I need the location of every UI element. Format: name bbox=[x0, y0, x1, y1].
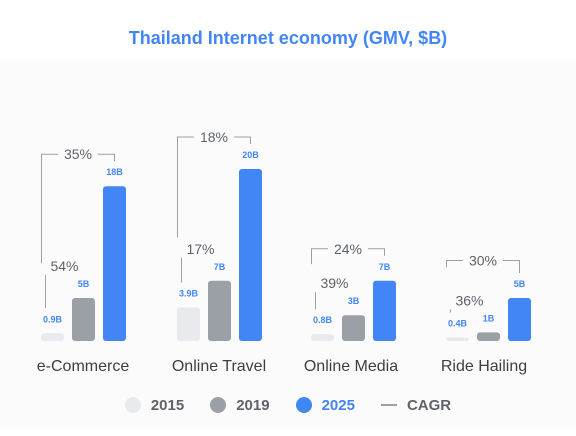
cagr-long-3-label-bg bbox=[463, 251, 503, 270]
legend-swatch-cagr bbox=[380, 404, 397, 406]
bar-2015-1 bbox=[177, 307, 200, 341]
cagr-long-0-label-bg bbox=[58, 145, 98, 164]
category-label-1: Online Travel bbox=[172, 358, 266, 375]
bar-2015-2 bbox=[311, 334, 334, 341]
chart-background bbox=[0, 60, 576, 428]
data-label-2025-0: 18B bbox=[106, 167, 123, 177]
cagr-short-0-label-bg bbox=[44, 257, 85, 275]
bar-2025-2 bbox=[373, 280, 396, 341]
data-label-2015-1: 3.9B bbox=[179, 288, 199, 298]
cagr-long-3-label: 30% bbox=[469, 253, 497, 269]
cagr-short-1-label-bg bbox=[180, 239, 221, 258]
cagr-short-3-label-bg bbox=[449, 291, 490, 310]
cagr-short-0-label: 54% bbox=[50, 258, 78, 274]
data-label-2025-2: 7B bbox=[379, 262, 391, 272]
data-label-2015-3: 0.4B bbox=[448, 319, 468, 329]
legend: 2015 2019 2025 CAGR bbox=[0, 392, 576, 418]
bar-2025-0 bbox=[103, 186, 126, 341]
category-label-3: Ride Hailing bbox=[441, 358, 527, 375]
bar-2019-2 bbox=[342, 315, 365, 341]
data-label-2015-0: 0.9B bbox=[43, 314, 63, 324]
legend-item-2019: 2019 bbox=[210, 396, 270, 414]
cagr-long-0-label: 35% bbox=[64, 146, 92, 162]
bar-2025-1 bbox=[239, 169, 262, 341]
category-label-0: e-Commerce bbox=[37, 358, 130, 375]
cagr-short-3-label: 36% bbox=[455, 292, 483, 308]
legend-label-2025: 2025 bbox=[321, 396, 355, 414]
data-label-2019-2: 3B bbox=[348, 296, 360, 306]
bar-2019-0 bbox=[72, 298, 95, 341]
legend-swatch-2025 bbox=[295, 397, 312, 413]
data-label-2025-3: 5B bbox=[514, 279, 526, 289]
chart-title: Thailand Internet economy (GMV, $B) bbox=[128, 28, 448, 48]
cagr-long-2-label: 24% bbox=[334, 241, 362, 257]
data-label-2025-1: 20B bbox=[242, 150, 259, 160]
data-label-2019-0: 5B bbox=[78, 279, 90, 289]
legend-swatch-2019 bbox=[210, 397, 227, 413]
legend-label-2019: 2019 bbox=[236, 396, 270, 414]
cagr-long-1-label-bg bbox=[194, 128, 234, 146]
cagr-short-2-label-bg bbox=[314, 274, 355, 293]
category-label-2: Online Media bbox=[304, 358, 398, 375]
legend-label-2015: 2015 bbox=[150, 396, 185, 414]
cagr-long-2-label-bg bbox=[328, 239, 368, 258]
bar-2015-0 bbox=[41, 333, 64, 341]
legend-swatch-2015 bbox=[124, 397, 141, 413]
cagr-long-1-label: 18% bbox=[200, 129, 228, 145]
bar-2019-3 bbox=[477, 332, 500, 341]
bar-2025-3 bbox=[508, 298, 531, 341]
data-label-2019-1: 7B bbox=[214, 262, 226, 272]
cagr-short-1-label: 17% bbox=[186, 241, 214, 257]
legend-label-cagr: CAGR bbox=[406, 396, 452, 414]
data-label-2019-3: 1B bbox=[483, 313, 495, 323]
legend-item-2025: 2025 bbox=[295, 396, 355, 414]
legend-item-cagr: CAGR bbox=[380, 396, 452, 414]
legend-item-2015: 2015 bbox=[124, 396, 185, 414]
bar-2019-1 bbox=[208, 280, 231, 341]
bar-2015-3 bbox=[446, 337, 469, 341]
data-label-2015-2: 0.8B bbox=[313, 315, 333, 325]
cagr-short-2-label: 39% bbox=[320, 275, 348, 291]
